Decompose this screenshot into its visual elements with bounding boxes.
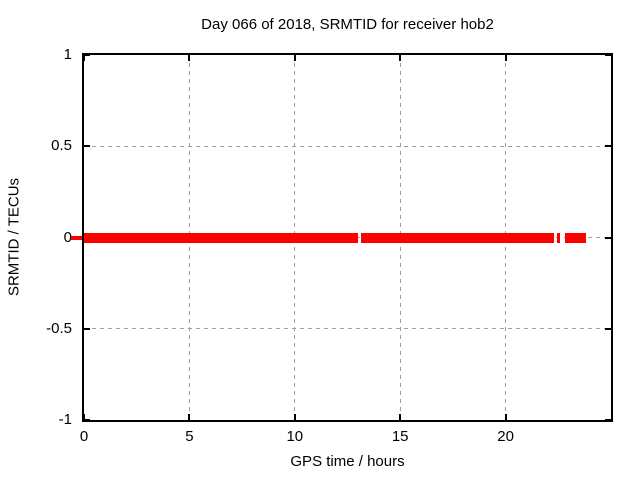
data-band-srmtid (361, 232, 555, 243)
x-tick-label: 20 (497, 428, 514, 445)
x-tick-mark (293, 414, 296, 420)
x-tick-label: 15 (391, 428, 409, 445)
y-tick-mark (84, 327, 90, 330)
y-axis-label: SRMTID / TECUs (5, 177, 23, 297)
y-tick-mark (84, 419, 90, 421)
y-tick-mark (84, 54, 90, 56)
data-band-srmtid (84, 232, 359, 243)
data-band-srmtid (557, 232, 561, 243)
plot-area: 0 5 10 15 20 1 0.5 0 -0.5 -1 (46, 47, 613, 445)
y-tick-mark (84, 145, 90, 148)
x-tick-mark-top (188, 55, 191, 61)
data-band-srmtid (564, 232, 586, 243)
y-tick-label: -1 (58, 411, 72, 428)
x-tick-label: 5 (185, 428, 194, 445)
x-tick-label: 0 (79, 428, 89, 445)
y-tick-mark-right (605, 54, 611, 56)
y-tick-label: 0.5 (51, 137, 72, 155)
y-tick-label: 1 (63, 46, 72, 63)
x-tick-mark-top (83, 55, 85, 61)
y-tick-mark-right (605, 236, 611, 239)
y-tick-label: -0.5 (46, 319, 72, 337)
y-tick-mark-right (605, 145, 611, 148)
x-tick-mark (504, 414, 507, 420)
chart-title: Day 066 of 2018, SRMTID for receiver hob… (201, 16, 494, 33)
y-tick-mark-right (605, 419, 611, 421)
x-tick-mark-top (293, 55, 296, 61)
x-tick-mark-top (399, 55, 402, 61)
horizontal-gridline (84, 145, 611, 147)
x-tick-mark-top (504, 55, 507, 61)
x-tick-mark (83, 414, 85, 420)
x-tick-label: 10 (286, 428, 304, 445)
horizontal-gridline (84, 328, 611, 330)
x-tick-mark (188, 414, 191, 420)
x-axis-label: GPS time / hours (290, 453, 405, 470)
data-point-overhang (71, 235, 82, 240)
x-tick-mark (399, 414, 402, 420)
y-tick-mark-right (605, 327, 611, 330)
y-tick-label: 0 (63, 228, 72, 246)
